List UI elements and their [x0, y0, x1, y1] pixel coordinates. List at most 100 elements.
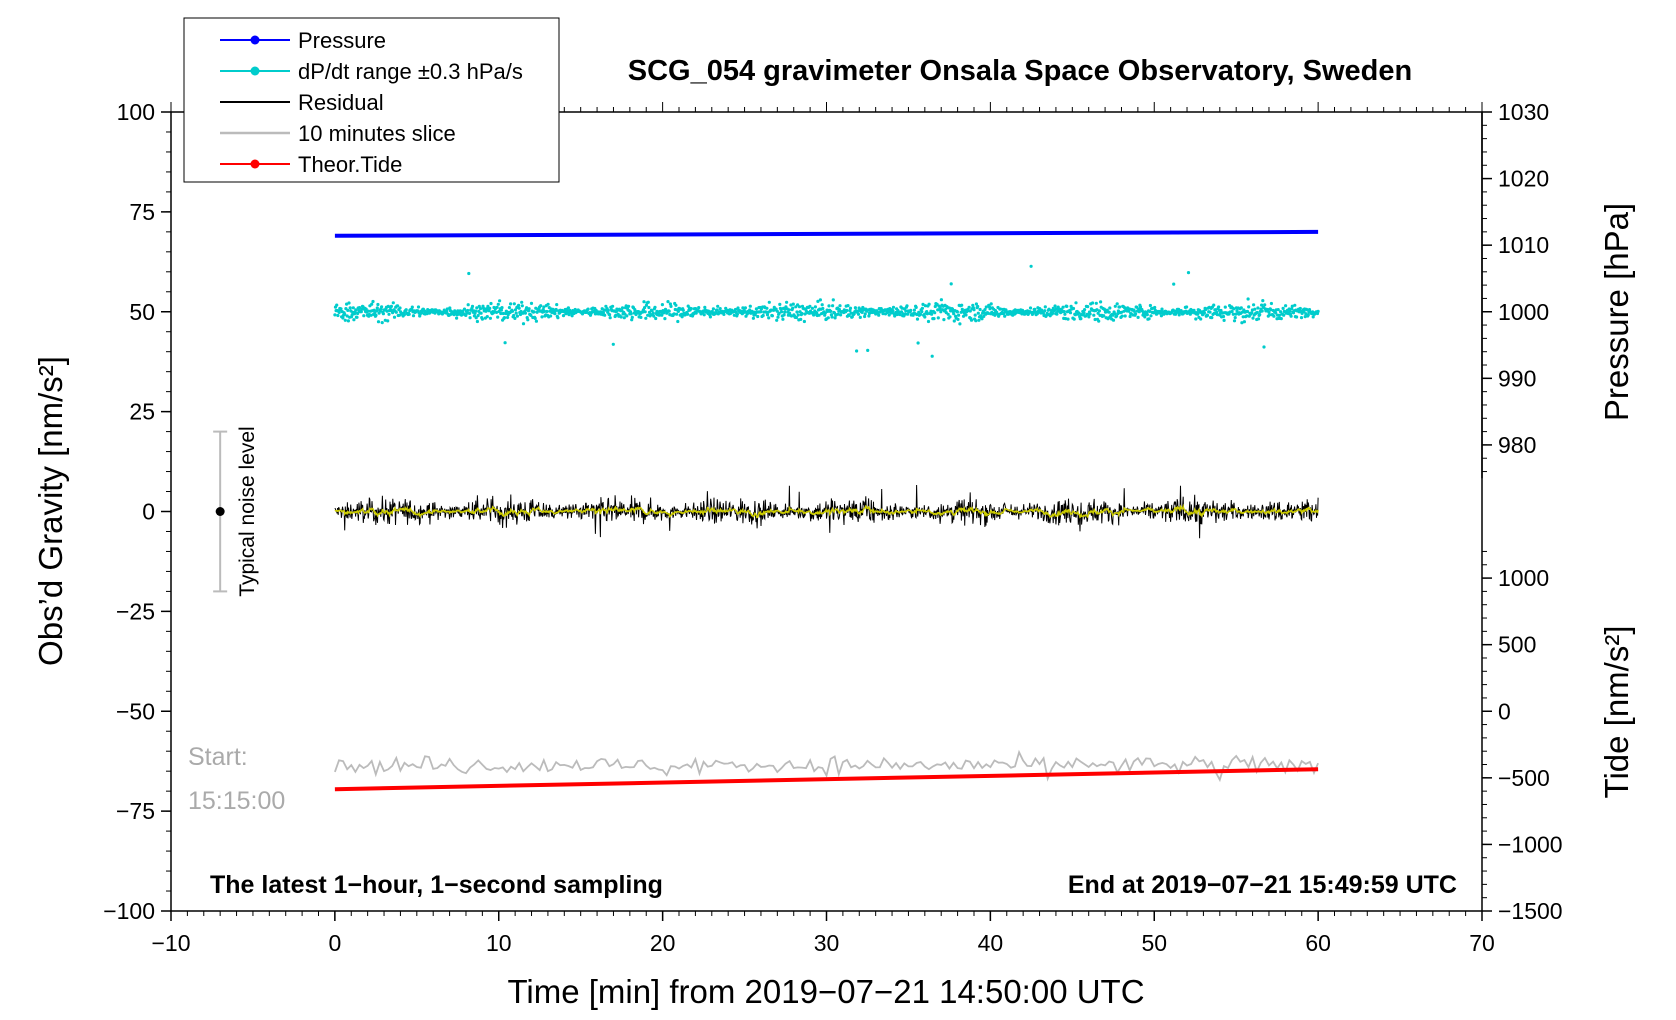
dpdt-point [1137, 310, 1141, 314]
dpdt-point [1028, 306, 1033, 310]
dpdt-point [1097, 319, 1101, 323]
dpdt-point [502, 316, 507, 320]
dpdt-point [542, 305, 546, 309]
tide-tick-label: 1000 [1498, 565, 1549, 591]
dpdt-point [1136, 315, 1140, 319]
dpdt-point [971, 303, 975, 307]
dpdt-point [765, 313, 770, 317]
x-tick-label: 30 [814, 930, 840, 956]
dpdt-point [1295, 315, 1299, 319]
dpdt-point [534, 319, 539, 323]
dpdt-point [1064, 317, 1068, 321]
dpdt-point [527, 307, 531, 311]
dpdt-point [611, 342, 615, 346]
dpdt-point [343, 312, 347, 316]
dpdt-point [650, 309, 654, 313]
dpdt-point [370, 302, 374, 306]
dpdt-point [702, 313, 706, 317]
y-left-tick-label: 0 [142, 499, 155, 525]
dpdt-point [759, 310, 763, 314]
dpdt-point [1128, 314, 1132, 319]
dpdt-point [1269, 301, 1273, 306]
dpdt-point [1299, 316, 1304, 320]
dpdt-point [374, 313, 378, 317]
dpdt-point [968, 309, 972, 313]
dpdt-point [553, 312, 557, 316]
series-layer [333, 229, 1320, 792]
dpdt-point [488, 306, 492, 310]
dpdt-point [445, 307, 449, 311]
dpdt-point [748, 304, 752, 308]
dpdt-point [500, 306, 504, 310]
dpdt-point [785, 300, 789, 304]
dpdt-point [624, 304, 628, 308]
dpdt-point [952, 312, 956, 316]
dpdt-point [1307, 308, 1312, 312]
dpdt-point [1041, 311, 1045, 315]
dpdt-point [984, 305, 988, 309]
dpdt-point [1250, 311, 1254, 315]
dpdt-point [455, 316, 459, 320]
legend-label: Theor.Tide [298, 152, 402, 177]
dpdt-point [1077, 311, 1081, 315]
dpdt-point [1061, 305, 1065, 309]
dpdt-point [627, 304, 631, 308]
dpdt-point [495, 305, 499, 309]
dpdt-point [525, 306, 529, 310]
y-axis-title-left-text: Obs’d Gravity [nm/s²] [32, 356, 69, 666]
dpdt-point [1262, 345, 1266, 349]
dpdt-point [352, 318, 356, 322]
dpdt-point [529, 313, 533, 317]
dpdt-point [915, 317, 920, 321]
dpdt-point [355, 315, 359, 319]
dpdt-point [345, 314, 349, 318]
dpdt-point [927, 302, 931, 306]
dpdt-point [751, 316, 756, 320]
dpdt-point [1138, 305, 1143, 309]
pressure-tick-label: 990 [1498, 365, 1536, 391]
dpdt-point [732, 313, 736, 317]
dpdt-point [1210, 316, 1214, 320]
dpdt-point [1194, 317, 1198, 321]
dpdt-point [339, 307, 343, 311]
dpdt-point [816, 299, 820, 303]
dpdt-point [475, 306, 479, 310]
dpdt-point [1149, 314, 1153, 318]
dpdt-point [797, 305, 802, 309]
dpdt-point [1240, 321, 1244, 325]
dpdt-point [1239, 306, 1243, 310]
dpdt-point [1255, 310, 1259, 315]
dpdt-point [392, 315, 397, 319]
dpdt-point [796, 313, 800, 317]
dpdt-point [1306, 313, 1310, 317]
dpdt-point [529, 301, 534, 305]
dpdt-point [1290, 304, 1294, 308]
dpdt-point [387, 312, 391, 316]
dpdt-point [391, 311, 395, 315]
dpdt-point [1256, 306, 1260, 310]
dpdt-point [485, 315, 489, 319]
dpdt-point [642, 300, 646, 304]
dpdt-point [855, 349, 859, 353]
dpdt-point [496, 302, 500, 306]
dpdt-point [1246, 297, 1250, 301]
dpdt-point [561, 314, 566, 318]
dpdt-point [1086, 305, 1090, 309]
dpdt-point [385, 309, 389, 313]
dpdt-point [1074, 301, 1078, 305]
x-tick-label: 70 [1469, 930, 1495, 956]
dpdt-point [467, 271, 471, 276]
tide-tick-label: 0 [1498, 698, 1511, 724]
dpdt-point [916, 341, 920, 345]
dpdt-point [337, 310, 341, 314]
dpdt-point [915, 312, 919, 317]
dpdt-point [780, 310, 784, 314]
dpdt-point [1055, 312, 1059, 316]
dpdt-point [375, 309, 379, 313]
dpdt-point [445, 309, 449, 314]
dpdt-point [354, 308, 358, 312]
dpdt-point [1242, 320, 1246, 324]
dpdt-point [1221, 314, 1226, 319]
dpdt-point [586, 307, 590, 311]
dpdt-point [1083, 308, 1087, 312]
